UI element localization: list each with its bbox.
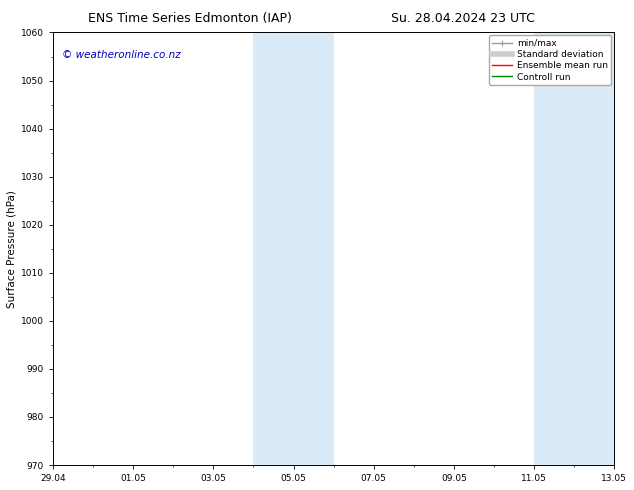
Y-axis label: Surface Pressure (hPa): Surface Pressure (hPa)	[7, 190, 17, 308]
Legend: min/max, Standard deviation, Ensemble mean run, Controll run: min/max, Standard deviation, Ensemble me…	[489, 35, 611, 85]
Bar	[534, 32, 614, 465]
Bar	[254, 32, 333, 465]
Text: ENS Time Series Edmonton (IAP): ENS Time Series Edmonton (IAP)	[88, 12, 292, 25]
Text: Su. 28.04.2024 23 UTC: Su. 28.04.2024 23 UTC	[391, 12, 534, 25]
Text: © weatheronline.co.nz: © weatheronline.co.nz	[61, 50, 180, 60]
